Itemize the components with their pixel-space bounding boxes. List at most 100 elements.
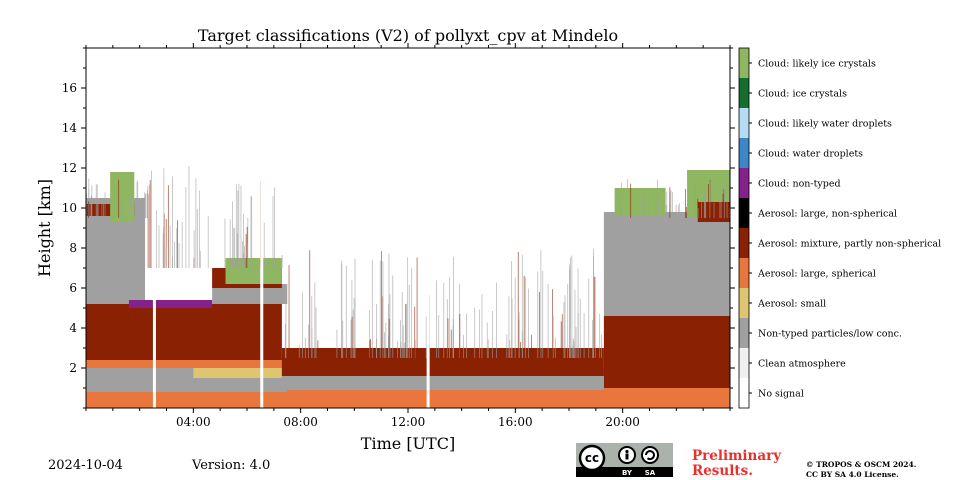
texture-streak-209 xyxy=(88,201,90,218)
layer-4 xyxy=(86,304,282,360)
x-tick-label-1: 08:00 xyxy=(283,415,318,429)
texture-streak-158 xyxy=(145,193,147,218)
x-tick-label-4: 20:00 xyxy=(605,415,640,429)
layer-15 xyxy=(603,212,730,316)
texture-streak-75 xyxy=(247,217,249,268)
layer-6 xyxy=(128,300,213,308)
texture-streak-228 xyxy=(450,329,452,358)
texture-streak-166 xyxy=(599,313,601,358)
texture-streak-238 xyxy=(388,318,390,358)
texture-streak-56 xyxy=(381,251,383,358)
texture-streak-216 xyxy=(414,306,416,358)
texture-streak-15 xyxy=(655,193,657,218)
texture-streak-184 xyxy=(627,179,628,218)
cc-icon xyxy=(578,444,606,472)
class-colorbar-legend: No signal Clean atmosphere Non-typed parti… xyxy=(738,47,941,409)
texture-streak-235 xyxy=(686,206,687,218)
colorbar-swatch-7 xyxy=(739,168,749,198)
texture-streak-138 xyxy=(96,184,98,218)
classification-texture xyxy=(86,165,730,358)
colorbar-swatch-6 xyxy=(739,198,749,228)
texture-streak-251 xyxy=(519,342,521,358)
texture-streak-50 xyxy=(139,205,141,218)
texture-streak-86 xyxy=(141,201,143,218)
texture-streak-159 xyxy=(449,277,450,358)
texture-streak-87 xyxy=(552,289,554,358)
texture-streak-80 xyxy=(167,185,169,268)
texture-streak-7 xyxy=(118,179,120,218)
x-axis-label: Time [UTC] xyxy=(361,434,455,453)
copyright-line-2: CC BY SA 4.0 License. xyxy=(806,470,899,479)
texture-streak-246 xyxy=(103,201,104,218)
y-axis: 2 4 6 8 10 12 14 16 xyxy=(62,47,735,409)
texture-streak-205 xyxy=(666,191,668,218)
y-axis-label: Height [km] xyxy=(35,179,54,277)
texture-streak-160 xyxy=(697,198,699,218)
texture-streak-60 xyxy=(369,340,371,358)
by-icon-head xyxy=(625,449,629,454)
colorbar-label-5: Aerosol: mixture, partly non-spherical xyxy=(757,239,941,250)
colorbar-swatch-1 xyxy=(739,348,749,378)
texture-streak-196 xyxy=(592,320,593,358)
texture-streak-133 xyxy=(554,337,556,358)
colorbar-swatch-4 xyxy=(739,258,749,288)
texture-streak-221 xyxy=(571,345,573,358)
texture-streak-82 xyxy=(308,324,309,358)
texture-streak-70 xyxy=(235,184,237,268)
texture-streak-137 xyxy=(406,303,407,358)
texture-streak-191 xyxy=(570,257,571,358)
texture-streak-259 xyxy=(508,296,510,358)
texture-streak-120 xyxy=(122,200,124,218)
texture-streak-93 xyxy=(302,292,303,358)
texture-streak-141 xyxy=(233,227,235,268)
copyright-note: © TROPOS & OSCM 2024. CC BY SA 4.0 Licen… xyxy=(806,460,916,480)
texture-streak-195 xyxy=(719,200,721,218)
texture-streak-220 xyxy=(521,255,523,358)
layer-0 xyxy=(86,388,730,408)
layer-13 xyxy=(281,348,604,376)
texture-streak-26 xyxy=(567,283,569,358)
texture-streak-207 xyxy=(165,246,167,268)
sa-icon-arrow xyxy=(645,450,655,461)
texture-streak-111 xyxy=(517,251,519,358)
texture-streak-104 xyxy=(384,332,385,358)
texture-streak-31 xyxy=(370,339,371,358)
colorbar-label-10: Cloud: ice crystals xyxy=(758,89,847,100)
preliminary-line-1: Preliminary xyxy=(692,448,782,464)
texture-streak-148 xyxy=(88,178,90,218)
texture-streak-5 xyxy=(237,190,239,268)
texture-streak-65 xyxy=(723,188,725,218)
texture-streak-218 xyxy=(149,184,150,268)
texture-streak-57 xyxy=(353,298,355,358)
texture-streak-49 xyxy=(317,340,319,358)
texture-streak-94 xyxy=(165,218,167,268)
texture-streak-22 xyxy=(376,304,378,358)
texture-streak-169 xyxy=(288,265,290,358)
texture-streak-239 xyxy=(572,338,574,358)
texture-streak-0 xyxy=(401,291,403,358)
texture-streak-202 xyxy=(172,176,173,268)
texture-streak-101 xyxy=(242,252,244,268)
texture-streak-200 xyxy=(389,294,391,358)
texture-streak-105 xyxy=(284,323,286,358)
y-tick-label-1: 4 xyxy=(69,321,77,335)
texture-streak-179 xyxy=(193,230,195,268)
texture-streak-130 xyxy=(382,261,384,358)
cc-license-badge: cc BY SA xyxy=(576,443,673,477)
colorbar-swatch-0 xyxy=(739,378,749,408)
texture-streak-224 xyxy=(176,228,178,268)
texture-streak-240 xyxy=(272,196,274,268)
texture-streak-39 xyxy=(620,182,622,218)
plot-area xyxy=(85,47,731,409)
texture-streak-48 xyxy=(547,284,549,358)
texture-streak-78 xyxy=(665,204,667,218)
texture-streak-142 xyxy=(669,187,671,218)
texture-streak-30 xyxy=(90,197,92,218)
y-tick-label-4: 10 xyxy=(62,201,77,215)
texture-streak-192 xyxy=(341,260,343,358)
texture-streak-181 xyxy=(199,250,201,268)
y-tick-label-5: 12 xyxy=(62,161,77,175)
texture-streak-174 xyxy=(528,288,529,358)
y-tick-label-3: 8 xyxy=(69,241,77,255)
colorbar-label-4: Aerosol: large, spherical xyxy=(757,269,876,280)
